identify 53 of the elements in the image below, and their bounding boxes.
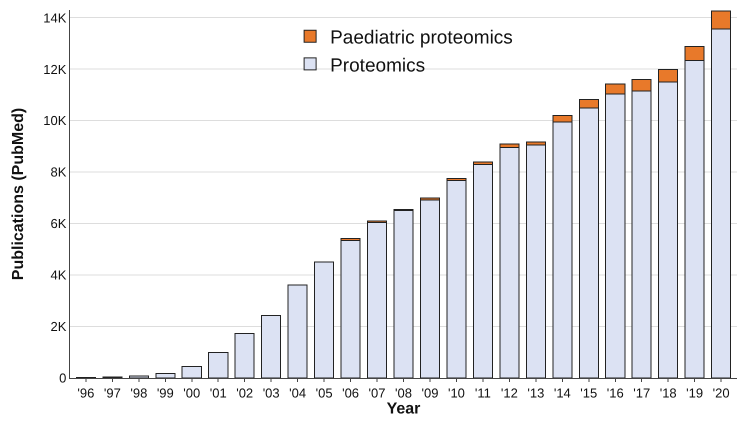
x-tick-label: '20 xyxy=(712,386,730,401)
x-tick-label: '09 xyxy=(421,386,438,401)
x-tick-label: '11 xyxy=(474,386,491,401)
y-tick-label: 14K xyxy=(43,10,67,26)
x-tick-label: '13 xyxy=(527,386,544,401)
x-tick-label: '99 xyxy=(156,386,174,401)
x-tick-label: '06 xyxy=(342,386,360,401)
bar xyxy=(420,199,440,378)
y-tick-label: 10K xyxy=(43,113,67,128)
x-tick-label: '04 xyxy=(289,386,306,401)
y-tick-label: 6K xyxy=(50,216,67,232)
x-tick-label: '19 xyxy=(686,386,704,401)
bar xyxy=(367,222,388,378)
y-tick-label: 2K xyxy=(50,319,67,334)
bar xyxy=(526,144,546,378)
x-tick-label: '02 xyxy=(236,386,254,401)
x-tick-label: '96 xyxy=(77,386,94,401)
x-tick-label: '98 xyxy=(130,386,148,401)
x-tick-label: '14 xyxy=(554,386,571,401)
x-tick-label: '97 xyxy=(104,386,121,401)
x-tick-label: '03 xyxy=(262,386,280,401)
bar xyxy=(314,262,334,378)
bar xyxy=(128,375,149,378)
x-axis-title: Year xyxy=(386,400,420,418)
y-tick-label: 4K xyxy=(50,268,67,283)
bar xyxy=(208,352,228,378)
bar xyxy=(155,372,176,378)
y-tick-label: 8K xyxy=(50,164,67,180)
x-tick-label: '05 xyxy=(316,386,333,401)
x-tick-label: '07 xyxy=(368,386,386,401)
x-tick-label: '15 xyxy=(580,386,598,401)
x-tick-label: '17 xyxy=(633,386,650,401)
bar xyxy=(340,240,361,378)
bar xyxy=(393,210,414,378)
bar xyxy=(234,333,255,378)
x-tick-label: '18 xyxy=(660,386,677,401)
bar xyxy=(446,180,466,378)
y-axis-title: Publications (PubMed) xyxy=(10,108,28,280)
x-tick-label: '10 xyxy=(448,386,465,401)
bar xyxy=(288,284,308,378)
x-tick-label: '12 xyxy=(500,386,518,401)
bar xyxy=(182,366,202,378)
x-tick-label: '16 xyxy=(606,386,624,401)
x-tick-label: '01 xyxy=(210,386,227,401)
bar xyxy=(499,147,520,378)
legend-label: Paediatric proteomics xyxy=(330,28,513,49)
x-tick-label: '08 xyxy=(395,386,412,401)
y-tick-label: 0 xyxy=(59,370,66,386)
x-tick-label: '00 xyxy=(183,386,200,401)
bar xyxy=(261,315,282,378)
y-tick-label: 12K xyxy=(43,62,67,77)
bar xyxy=(472,164,493,378)
legend-label: Proteomics xyxy=(330,55,426,76)
